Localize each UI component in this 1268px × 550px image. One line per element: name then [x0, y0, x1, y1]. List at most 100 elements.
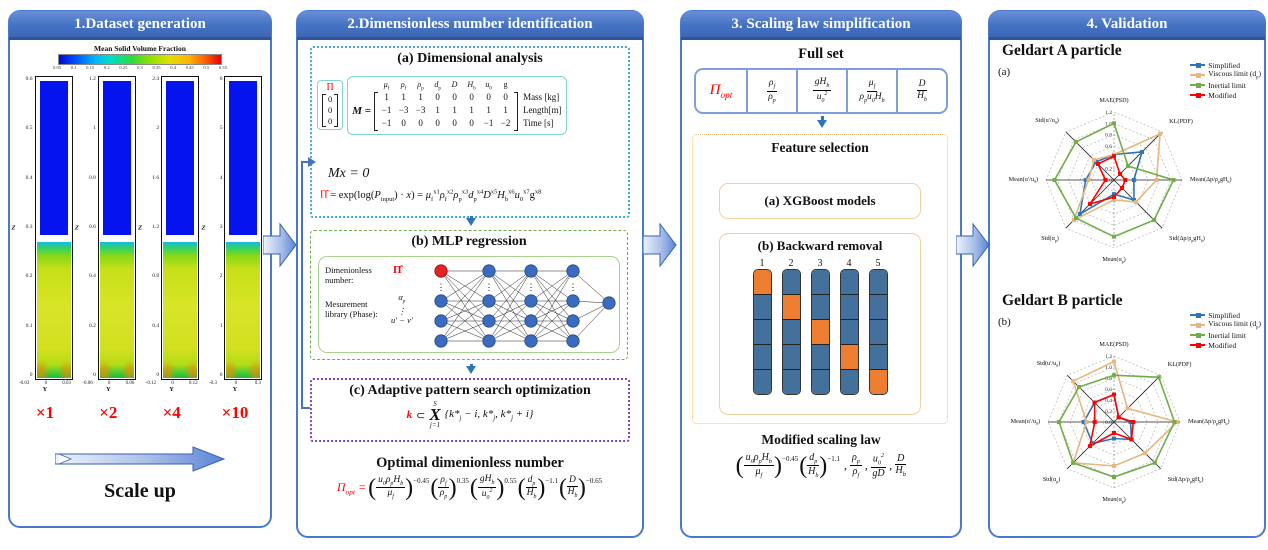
bed-contour-box [34, 76, 73, 380]
y-tick: 0.6 [25, 76, 33, 82]
cell-stack [752, 269, 772, 395]
close-paren: ) [537, 474, 546, 501]
freeboard-region [166, 81, 195, 236]
bed-x-ticks: -0.3 0 0.3 [209, 381, 261, 386]
colorbar-tick: 0.2 [103, 65, 110, 70]
network-node [524, 294, 538, 308]
network-node [602, 296, 616, 310]
feature-cell [782, 270, 800, 295]
radar-chart-geldart-b: (b) 1.2 1.0 0.8 0.6 0.4 0.2 0.0 MAE(PSD) KL(PDF) M… [990, 308, 1264, 532]
bed-x-ticks: -0.06 0 0.06 [82, 381, 134, 386]
y-tick: 1 [93, 125, 96, 132]
pi-equation-rhs: = exp(log(Pinput) · x) = μfx1ρfx2ρpx3dpx… [327, 188, 542, 203]
numerator: μf [866, 77, 878, 92]
radar-legend: Simplified Viscous limit (dp) Inertial lim… [1190, 310, 1261, 350]
numerator: dp [807, 452, 820, 467]
bed-plot: Z 1.2 1 0.8 0.6 0.4 0.2 0 -0.06 0 0.06 Y ×2 [75, 76, 137, 423]
numerator: D [895, 452, 907, 466]
colorbar-title: Mean Solid Volume Fraction [94, 44, 186, 53]
numerator: dp [525, 474, 538, 489]
legend-marker-icon [1190, 322, 1206, 328]
matrix-cell: −1 [381, 117, 392, 128]
feature-cell [753, 270, 771, 295]
fraction: ρf ρp [438, 475, 449, 501]
matrix-row-label: Mass [kg] [523, 92, 560, 103]
feature-cell [869, 345, 887, 370]
fraction: u0ρpHb μf [743, 452, 774, 479]
matrix-header: D [451, 80, 458, 89]
numerator: gHb [477, 474, 497, 488]
network-node [566, 314, 580, 328]
feature-cell [782, 295, 800, 320]
radar-axis-label: Std(u′/u0) [1035, 116, 1059, 125]
cell-stack [781, 269, 801, 395]
formula-term: (dp Hb) −1.1, [799, 452, 850, 479]
svg-text:⋮: ⋮ [485, 282, 494, 292]
feature-cell [753, 370, 771, 394]
svg-text:0.2: 0.2 [1105, 409, 1112, 415]
network-node [434, 314, 448, 328]
optimal-number-title: Optimal dimenionless number [376, 455, 564, 471]
bed-contour-box [224, 76, 263, 380]
radar-axis-label: Std(αp) [1042, 475, 1061, 484]
feature-cell [782, 345, 800, 370]
z-axis-label: Z [201, 224, 206, 232]
network-node [482, 334, 496, 348]
down-arrow-icon [466, 364, 475, 374]
matrix-cell: 0 [452, 117, 457, 128]
cartesian-product-symbol: S X j=1 [429, 400, 441, 429]
fraction: dp Hb [807, 452, 820, 479]
pattern-search-set: {k*j − i, k*j, k*j + i} [444, 407, 534, 423]
scale-factor-label: ×10 [221, 403, 249, 422]
denominator: ρpu0Hb [859, 91, 885, 104]
freeboard-region [102, 81, 131, 236]
null-space-equation: Mx = 0 [328, 166, 370, 181]
y-tick: 0 [156, 371, 160, 378]
exponent: −1.1 [545, 476, 559, 485]
close-paren: ) [577, 474, 586, 501]
network-node [482, 314, 496, 328]
radar-axis-label: Mean(αp) [1102, 256, 1126, 265]
dense-bed-region [99, 242, 134, 378]
colorbar: Mean Solid Volume Fraction 0.05 0.1 0.15 0.… [10, 44, 270, 70]
mlp-title: (b) MLP regression [411, 234, 527, 249]
colorbar-tick: 0.5 [203, 65, 210, 70]
formula-term: (gHb u02) 0.55 [470, 474, 518, 501]
radar-axis-label: Mean(αp) [1102, 496, 1126, 505]
y-tick: 0.1 [25, 322, 33, 329]
x-tick: 0.3 [254, 381, 261, 386]
panel3-title: 3. Scaling law simplification [681, 11, 961, 40]
svg-text:0.8: 0.8 [1105, 376, 1112, 382]
feature-cell [840, 370, 858, 394]
dense-bed-region [36, 242, 71, 378]
svg-text:0.0: 0.0 [1105, 420, 1112, 426]
y-tick: 1.2 [152, 223, 160, 230]
close-paren: ) [774, 452, 782, 479]
radar-axis-label: Mean(u′/u0) [1010, 417, 1040, 427]
colorbar-tick: 0.35 [152, 65, 161, 70]
numerator: gHb [812, 77, 832, 91]
pattern-search-box: (c) Adaptive pattern search optimization… [310, 378, 630, 442]
freeboard-region [229, 81, 258, 236]
formula-term: (u0ρpHb μf) −0.45 [368, 475, 430, 501]
dimensional-analysis-title: (a) Dimensional analysis [397, 51, 543, 66]
x-tick: -0.3 [208, 381, 217, 386]
subset-symbol: ⊂ [416, 409, 426, 422]
chart-tag: (b) [998, 316, 1011, 328]
legend-label: Modified [1208, 90, 1237, 100]
matrix-header: u0 [485, 80, 492, 92]
feature-cell [811, 345, 829, 370]
column-label: 5 [875, 258, 881, 269]
formula-term: (D Hb) −0.65 [559, 475, 603, 500]
legend-label: Inertial limit [1208, 330, 1246, 340]
panel-validation: 4. Validation Geldart A particle (a) 1.2 1… [988, 10, 1266, 538]
svg-text:⋮: ⋮ [527, 282, 536, 292]
matrix-row-label: Time [s] [523, 118, 554, 129]
open-paren: ( [559, 474, 568, 501]
y-axis-label: Y [169, 386, 174, 393]
denominator: ρf [852, 466, 860, 480]
matrix-header: dp [434, 80, 441, 92]
matrix-header: μf [383, 80, 390, 92]
